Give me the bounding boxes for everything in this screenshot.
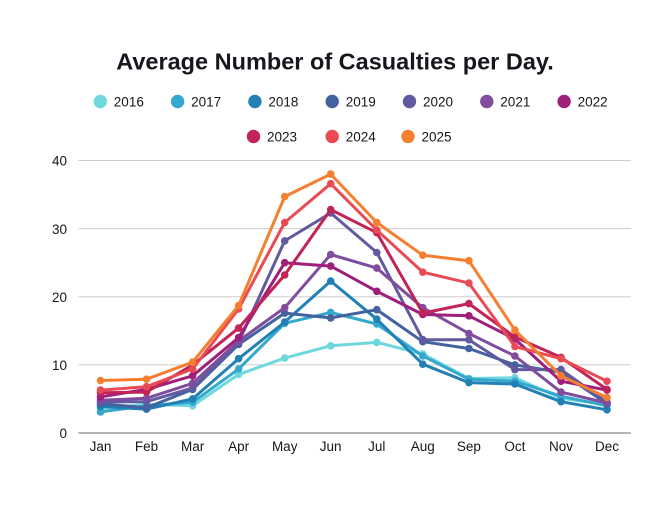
svg-text:20: 20: [52, 290, 67, 305]
svg-text:Average Number of Casualties p: Average Number of Casualties per Day.: [116, 49, 554, 75]
svg-text:2022: 2022: [578, 94, 608, 109]
svg-text:Dec: Dec: [595, 439, 619, 454]
svg-text:Jan: Jan: [90, 439, 112, 454]
svg-text:2018: 2018: [268, 94, 298, 109]
svg-text:0: 0: [59, 426, 67, 441]
svg-text:2020: 2020: [423, 94, 453, 109]
svg-text:Oct: Oct: [504, 439, 525, 454]
svg-text:Mar: Mar: [181, 439, 205, 454]
svg-text:10: 10: [52, 358, 67, 373]
svg-text:2016: 2016: [114, 94, 144, 109]
svg-text:2019: 2019: [346, 94, 376, 109]
svg-text:30: 30: [52, 222, 67, 237]
svg-text:Jun: Jun: [320, 439, 342, 454]
svg-text:Apr: Apr: [228, 439, 250, 454]
svg-text:Feb: Feb: [135, 439, 158, 454]
svg-text:40: 40: [52, 154, 67, 169]
svg-text:May: May: [272, 439, 298, 454]
svg-text:Sep: Sep: [457, 439, 481, 454]
svg-text:Jul: Jul: [368, 439, 385, 454]
svg-text:2025: 2025: [422, 129, 452, 144]
svg-text:2017: 2017: [191, 94, 221, 109]
svg-text:2024: 2024: [346, 129, 377, 144]
svg-text:Nov: Nov: [549, 439, 573, 454]
svg-text:2023: 2023: [267, 129, 297, 144]
svg-text:2021: 2021: [500, 94, 530, 109]
svg-text:Aug: Aug: [411, 439, 435, 454]
